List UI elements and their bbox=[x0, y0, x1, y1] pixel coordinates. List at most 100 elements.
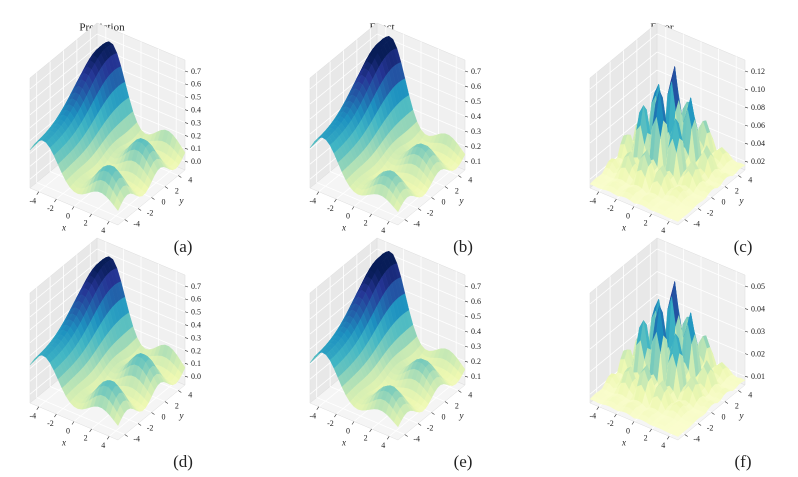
wall-grid-line bbox=[96, 248, 186, 287]
wall-grid-line bbox=[29, 261, 98, 318]
z-tick-label: 0.10 bbox=[751, 85, 765, 94]
x-tick bbox=[54, 198, 57, 203]
y-tick bbox=[151, 197, 155, 200]
z-tick-label: 0.3 bbox=[191, 333, 201, 342]
z-tick bbox=[184, 135, 189, 137]
x-tick bbox=[71, 206, 75, 210]
y-axis-label: y bbox=[179, 196, 184, 206]
y-tick bbox=[738, 175, 742, 178]
y-tick-label: -2 bbox=[707, 423, 714, 432]
z-tick-label: 0.7 bbox=[191, 282, 201, 291]
y-tick-label: -4 bbox=[693, 219, 700, 228]
y-tick-label: -4 bbox=[133, 434, 140, 443]
x-tick bbox=[614, 198, 617, 203]
wall-grid-line bbox=[29, 33, 98, 90]
z-tick-label: 0.0 bbox=[191, 372, 201, 381]
y-tick bbox=[724, 186, 729, 189]
z-tick-label: 0.5 bbox=[191, 93, 201, 102]
surface-patch bbox=[393, 199, 402, 213]
z-tick bbox=[184, 160, 189, 163]
y-tick-label: 2 bbox=[735, 401, 739, 410]
z-tick-label: 0.4 bbox=[471, 112, 481, 121]
x-axis-label: x bbox=[341, 438, 346, 448]
wall-grid-line bbox=[589, 33, 658, 90]
z-tick-label: 0.04 bbox=[751, 304, 765, 313]
x-tick bbox=[334, 198, 337, 203]
wall-grid-line bbox=[589, 87, 658, 144]
caption: (e) bbox=[454, 452, 473, 471]
wall-grid-line bbox=[36, 182, 125, 220]
wall-grid-line bbox=[309, 48, 378, 105]
y-tick bbox=[684, 219, 688, 222]
z-tick bbox=[464, 160, 469, 163]
z-tick-label: 0.2 bbox=[471, 142, 481, 151]
panel: 0.00.10.20.30.40.50.60.7-4-2024-4-2024xy… bbox=[29, 237, 201, 471]
z-tick-label: 0.4 bbox=[191, 105, 201, 114]
z-tick-label: 0.02 bbox=[751, 157, 765, 166]
y-tick-label: -2 bbox=[147, 423, 154, 432]
wall-grid-line bbox=[36, 397, 125, 435]
y-tick-label: 2 bbox=[735, 186, 739, 195]
x-axis-label: x bbox=[621, 223, 626, 233]
x-tick-label: -2 bbox=[327, 419, 334, 428]
x-tick-label: 2 bbox=[84, 434, 88, 443]
x-tick-label: -2 bbox=[47, 204, 54, 213]
panel: 0.00.10.20.30.40.50.60.7-4-2024-4-2024xy… bbox=[29, 22, 201, 256]
x-tick-label: 0 bbox=[626, 211, 630, 220]
z-tick bbox=[464, 115, 469, 118]
y-tick-label: 2 bbox=[455, 401, 459, 410]
y-axis-label: y bbox=[179, 411, 184, 421]
z-tick-label: 0.3 bbox=[471, 342, 481, 351]
y-tick bbox=[711, 197, 715, 200]
y-tick-label: -4 bbox=[413, 434, 420, 443]
x-tick bbox=[666, 221, 670, 225]
x-tick bbox=[89, 213, 92, 218]
x-tick-label: -4 bbox=[29, 197, 36, 206]
z-tick bbox=[744, 88, 749, 91]
y-tick-label: -2 bbox=[707, 208, 714, 217]
x-tick-label: -2 bbox=[47, 419, 54, 428]
z-tick-label: 0.4 bbox=[191, 320, 201, 329]
z-tick-label: 0.2 bbox=[471, 357, 481, 366]
x-axis-label: x bbox=[341, 223, 346, 233]
z-tick-label: 0.6 bbox=[191, 80, 201, 89]
x-tick-label: 0 bbox=[346, 426, 350, 435]
x-tick-label: 2 bbox=[644, 434, 648, 443]
x-tick-label: 2 bbox=[84, 219, 88, 228]
x-tick-label: 4 bbox=[381, 226, 385, 235]
y-tick bbox=[458, 175, 462, 178]
y-tick-label: 4 bbox=[188, 390, 192, 399]
y-tick-label: 0 bbox=[162, 412, 166, 421]
x-axis-label: x bbox=[61, 438, 66, 448]
z-tick bbox=[464, 145, 469, 148]
z-tick bbox=[464, 70, 469, 73]
x-tick-label: -4 bbox=[589, 412, 596, 421]
surface-patch bbox=[673, 216, 682, 222]
y-tick-label: 2 bbox=[455, 186, 459, 195]
y-tick-label: 2 bbox=[175, 186, 179, 195]
z-tick-label: 0.03 bbox=[751, 327, 765, 336]
x-tick-label: 4 bbox=[101, 226, 105, 235]
y-axis-label: y bbox=[739, 411, 744, 421]
y-tick bbox=[124, 219, 128, 222]
y-tick-label: 0 bbox=[722, 412, 726, 421]
x-axis-label: x bbox=[621, 438, 626, 448]
x-tick-label: -4 bbox=[589, 197, 596, 206]
z-tick bbox=[184, 122, 189, 124]
z-tick-label: 0.08 bbox=[751, 103, 765, 112]
x-tick-label: 4 bbox=[661, 441, 665, 450]
z-tick bbox=[184, 109, 189, 111]
x-tick bbox=[351, 206, 355, 210]
y-tick-label: -2 bbox=[427, 208, 434, 217]
z-tick-label: 0.1 bbox=[471, 372, 481, 381]
z-tick bbox=[464, 130, 469, 133]
y-tick bbox=[137, 208, 142, 211]
z-tick-label: 0.2 bbox=[191, 346, 201, 355]
x-tick-label: 0 bbox=[66, 211, 70, 220]
z-tick-label: 0.06 bbox=[751, 121, 765, 130]
z-tick bbox=[464, 100, 469, 103]
y-tick-label: 4 bbox=[748, 175, 752, 184]
x-tick-label: -2 bbox=[607, 419, 614, 428]
